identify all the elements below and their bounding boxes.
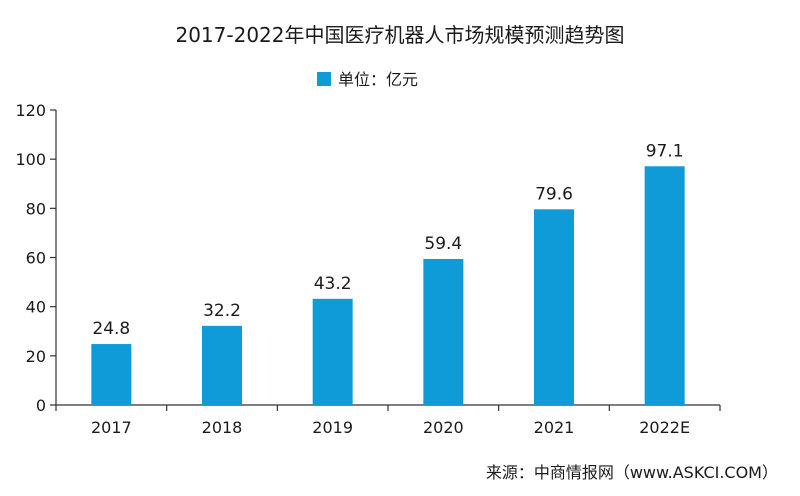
y-tick-label: 80 (26, 199, 46, 218)
data-label-2020: 59.4 (424, 234, 462, 254)
data-label-2018: 32.2 (203, 301, 241, 321)
bar-2021 (534, 209, 574, 405)
data-label-2019: 43.2 (314, 274, 352, 294)
x-tick-label-2022E: 2022E (639, 418, 690, 437)
legend: 单位：亿元 (317, 70, 418, 89)
source-note: 来源：中商情报网（www.ASKCI.COM） (486, 463, 778, 482)
legend-label: 单位：亿元 (338, 70, 418, 89)
bars (91, 166, 685, 405)
x-tick-label-2017: 2017 (91, 418, 132, 437)
bar-2019 (312, 298, 353, 405)
x-tick-label-2018: 2018 (202, 418, 243, 437)
y-tick-label: 60 (26, 249, 46, 268)
bar-2017 (91, 344, 132, 405)
bar-2022E (644, 166, 685, 405)
bar-2018 (202, 325, 242, 405)
y-tick-label: 100 (15, 150, 46, 169)
y-tick-label: 20 (26, 347, 46, 366)
legend-swatch (317, 72, 331, 86)
y-tick-label: 0 (36, 396, 46, 415)
x-tick-label-2020: 2020 (423, 418, 464, 437)
data-labels: 24.8 32.2 43.2 59.4 79.6 97.1 (92, 141, 683, 339)
x-tick-label-2021: 2021 (534, 418, 575, 437)
bar-2020 (423, 258, 464, 405)
data-label-2017: 24.8 (92, 319, 130, 339)
y-tick-label: 40 (26, 298, 46, 317)
data-label-2021: 79.6 (535, 184, 573, 204)
y-axis: 0 20 40 60 80 100 120 (15, 101, 57, 415)
x-tick-label-2019: 2019 (312, 418, 353, 437)
data-label-2022E: 97.1 (646, 141, 684, 161)
x-axis: 2017 2018 2019 2020 2021 2022E (55, 404, 721, 437)
chart-title: 2017-2022年中国医疗机器人市场规模预测趋势图 (175, 23, 624, 47)
y-tick-label: 120 (15, 101, 46, 120)
